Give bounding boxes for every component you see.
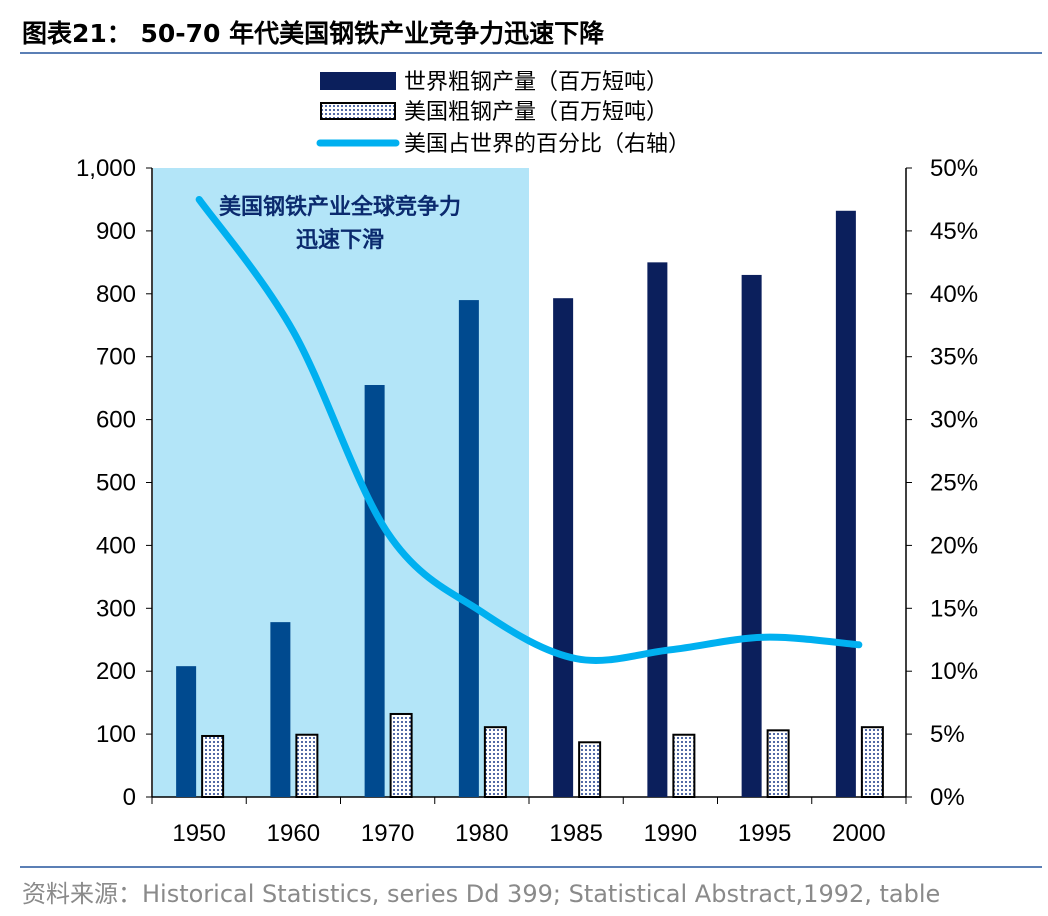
right-tick-label: 20% — [930, 532, 978, 559]
world-bar-1995 — [741, 274, 762, 797]
left-tick-label: 900 — [96, 218, 136, 245]
x-tick-label: 1950 — [172, 820, 225, 847]
annotation-line-2: 迅速下滑 — [296, 227, 384, 252]
world-bar-1970 — [364, 385, 385, 797]
right-tick-label: 35% — [930, 344, 978, 371]
left-tick-label: 200 — [96, 658, 136, 685]
annotation-line-1: 美国钢铁产业全球竞争力 — [219, 194, 461, 219]
right-tick-label: 30% — [930, 407, 978, 434]
legend-label-world: 世界粗钢产量（百万短吨） — [404, 69, 668, 94]
left-tick-label: 700 — [96, 344, 136, 371]
legend-swatch-us — [320, 102, 396, 120]
source-note: 资料来源：Historical Statistics, series Dd 39… — [22, 880, 941, 908]
x-tick-label: 1960 — [267, 820, 320, 847]
world-bar-2000 — [835, 210, 856, 798]
left-tick-label: 800 — [96, 281, 136, 308]
right-tick-label: 0% — [930, 784, 965, 811]
legend-label-us: 美国粗钢产量（百万短吨） — [404, 99, 668, 124]
world-bar-1960 — [270, 622, 291, 797]
right-tick-label: 45% — [930, 218, 978, 245]
right-tick-label: 50% — [930, 155, 978, 182]
left-tick-label: 1,000 — [76, 155, 136, 182]
right-tick-label: 10% — [930, 658, 978, 685]
legend-label-share: 美国占世界的百分比（右轴） — [404, 131, 690, 156]
world-bar-1985 — [553, 298, 574, 797]
right-tick-label: 25% — [930, 470, 978, 497]
x-tick-label: 1970 — [361, 820, 414, 847]
left-tick-label: 100 — [96, 721, 136, 748]
x-tick-label: 1980 — [455, 820, 508, 847]
us-bar-1985 — [578, 741, 602, 798]
world-bar-1980 — [458, 300, 479, 797]
footer-divider — [20, 866, 1042, 868]
x-tick-label: 1995 — [738, 820, 791, 847]
legend-swatch-world — [320, 72, 396, 90]
us-bar-1980 — [483, 726, 507, 799]
title-divider — [20, 52, 1042, 54]
left-tick-label: 500 — [96, 470, 136, 497]
world-bar-1990 — [647, 262, 668, 798]
us-bar-1950 — [201, 734, 225, 798]
left-tick-label: 600 — [96, 407, 136, 434]
x-tick-label: 2000 — [832, 820, 885, 847]
left-tick-label: 400 — [96, 532, 136, 559]
x-tick-label: 1985 — [549, 820, 602, 847]
us-bar-1995 — [766, 729, 790, 798]
us-share-line — [195, 195, 863, 664]
x-tick-label: 1990 — [644, 820, 697, 847]
left-tick-label: 0 — [123, 784, 136, 811]
right-tick-label: 40% — [930, 281, 978, 308]
left-tick-label: 300 — [96, 595, 136, 622]
us-bar-1960 — [295, 733, 319, 799]
world-bar-1950 — [176, 666, 197, 797]
us-bar-1970 — [389, 712, 413, 798]
us-bar-1990 — [672, 733, 696, 799]
chart-title: 图表21： 50-70 年代美国钢铁产业竞争力迅速下降 — [22, 19, 605, 48]
us-bar-2000 — [860, 726, 884, 799]
right-tick-label: 15% — [930, 595, 978, 622]
right-tick-label: 5% — [930, 721, 965, 748]
